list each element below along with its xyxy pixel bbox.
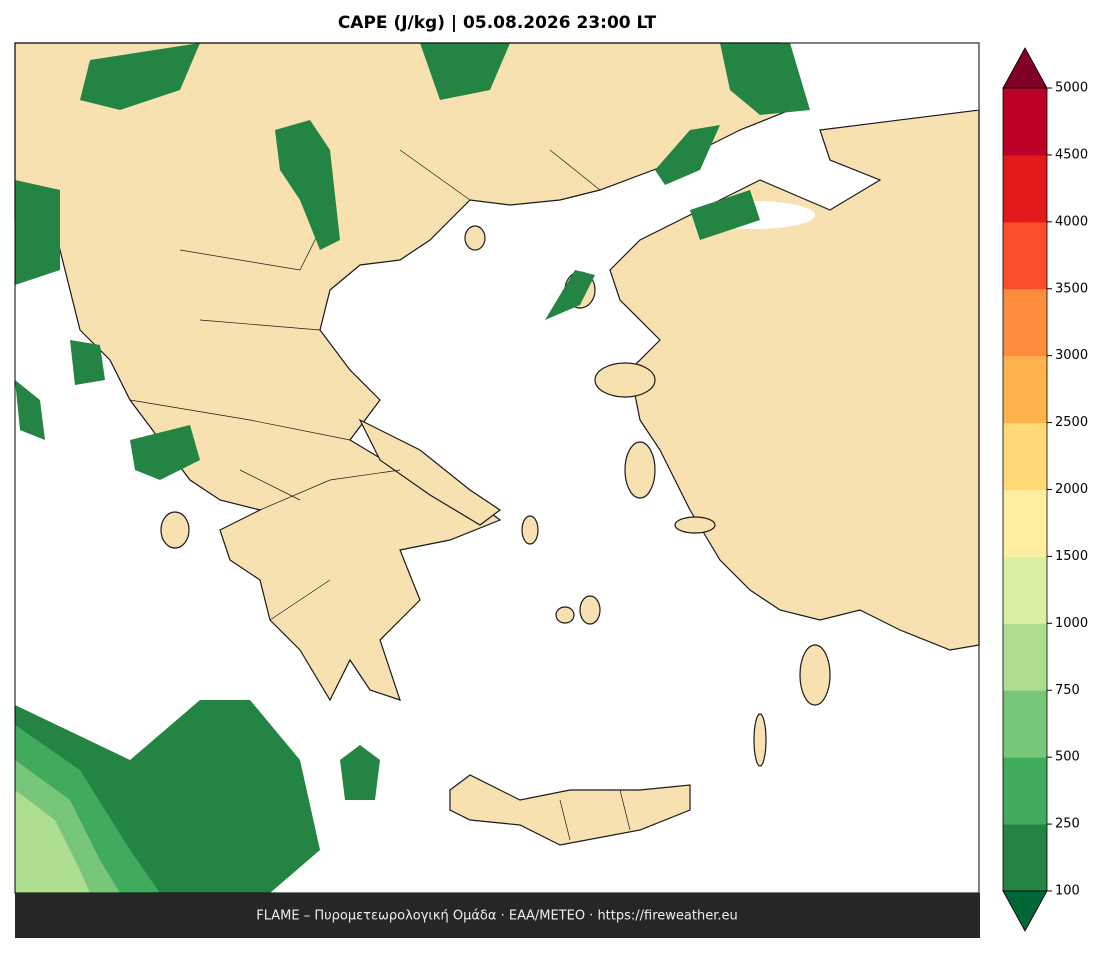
colorbar-segment bbox=[1003, 288, 1047, 357]
colorbar-tick-label: 1500 bbox=[1055, 549, 1088, 564]
footer-text: FLAME – Πυρομετεωρολογική Ομάδα · ΕΑΑ/ME… bbox=[256, 909, 738, 924]
colorbar-tick-label: 4000 bbox=[1055, 214, 1088, 229]
map bbox=[14, 42, 980, 894]
colorbar-tick-label: 5000 bbox=[1055, 81, 1088, 96]
colorbar-tick-label: 500 bbox=[1055, 750, 1080, 765]
colorbar-segment bbox=[1003, 824, 1047, 892]
colorbar-segment bbox=[1003, 355, 1047, 424]
colorbar-tick-label: 1000 bbox=[1055, 616, 1088, 631]
map-title: CAPE (J/kg) | 05.08.2026 23:00 LT bbox=[338, 13, 657, 33]
colorbar-tick-label: 2000 bbox=[1055, 482, 1088, 497]
colorbar-tick-label: 4500 bbox=[1055, 147, 1088, 162]
colorbar-segment bbox=[1003, 623, 1047, 691]
colorbar-segment bbox=[1003, 690, 1047, 758]
colorbar-segment bbox=[1003, 556, 1047, 624]
colorbar-segment bbox=[1003, 154, 1047, 223]
colorbar-segment bbox=[1003, 88, 1047, 156]
colorbar: 100 250 500 750 1000 1500 2000 2500 3000 3500 4000… bbox=[1002, 47, 1088, 932]
colorbar-segment bbox=[1003, 221, 1047, 290]
colorbar-segment bbox=[1003, 757, 1047, 825]
colorbar-tick-label: 2500 bbox=[1055, 415, 1088, 430]
colorbar-tick-label: 750 bbox=[1055, 683, 1080, 698]
colorbar-tick-label: 250 bbox=[1055, 817, 1080, 832]
colorbar-segment bbox=[1003, 422, 1047, 490]
colorbar-tick-label: 3000 bbox=[1055, 348, 1088, 363]
colorbar-segment bbox=[1003, 489, 1047, 557]
colorbar-under bbox=[1002, 890, 1048, 932]
colorbar-over bbox=[1002, 47, 1048, 89]
colorbar-tick-label: 100 bbox=[1055, 884, 1080, 899]
colorbar-tick-label: 3500 bbox=[1055, 281, 1088, 296]
footer-bar bbox=[15, 893, 980, 938]
